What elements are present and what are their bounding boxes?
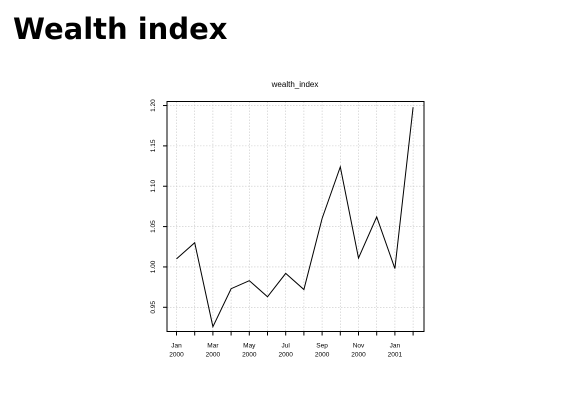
data-point <box>357 257 359 259</box>
x-tick-label-month: May <box>243 343 256 350</box>
x-tick-label-year: 2000 <box>351 352 366 359</box>
y-tick-label: 1.00 <box>150 260 157 273</box>
y-tick-label: 1.20 <box>150 99 157 112</box>
x-tick-label-year: 2000 <box>242 352 257 359</box>
series-line <box>176 107 414 329</box>
chart-title: wealth_index <box>271 80 319 89</box>
x-tick-label-month: Jan <box>390 343 401 350</box>
data-point <box>321 217 323 219</box>
data-point <box>194 242 196 244</box>
data-point <box>230 288 232 290</box>
data-point <box>412 106 414 108</box>
x-tick-label-month: Sep <box>316 343 328 350</box>
grid-lines <box>167 101 424 332</box>
data-points <box>175 106 414 328</box>
x-tick-label-year: 2000 <box>206 352 221 359</box>
y-tick-label: 0.95 <box>150 301 157 314</box>
x-tick-label-year: 2001 <box>388 352 403 359</box>
data-point <box>285 272 287 274</box>
x-tick-label-year: 2000 <box>315 352 330 359</box>
x-ticks: Jan 2000 Mar 2000 May 2000 Jul 2000 Sep 2000 Nov 20… <box>169 331 414 359</box>
x-tick-label-year: 2000 <box>169 352 184 359</box>
data-point <box>175 258 177 260</box>
data-point <box>303 288 305 290</box>
data-point <box>394 267 396 269</box>
y-tick-label: 1.15 <box>150 139 157 152</box>
data-point <box>248 279 250 281</box>
data-point <box>339 166 341 168</box>
data-point <box>212 325 214 327</box>
x-tick-label-month: Mar <box>207 343 219 350</box>
y-tick-label: 1.05 <box>150 220 157 233</box>
data-point <box>266 296 268 298</box>
y-ticks: 0.95 1.00 1.05 1.10 1.15 1.20 <box>150 99 167 314</box>
x-tick-label-year: 2000 <box>278 352 293 359</box>
y-tick-label: 1.10 <box>150 180 157 193</box>
page-title: Wealth index <box>13 12 228 46</box>
data-point <box>376 216 378 218</box>
plot-frame <box>166 101 425 332</box>
x-tick-label-month: Nov <box>353 343 365 350</box>
x-tick-label-month: Jan <box>171 343 182 350</box>
x-tick-label-month: Jul <box>282 343 291 350</box>
